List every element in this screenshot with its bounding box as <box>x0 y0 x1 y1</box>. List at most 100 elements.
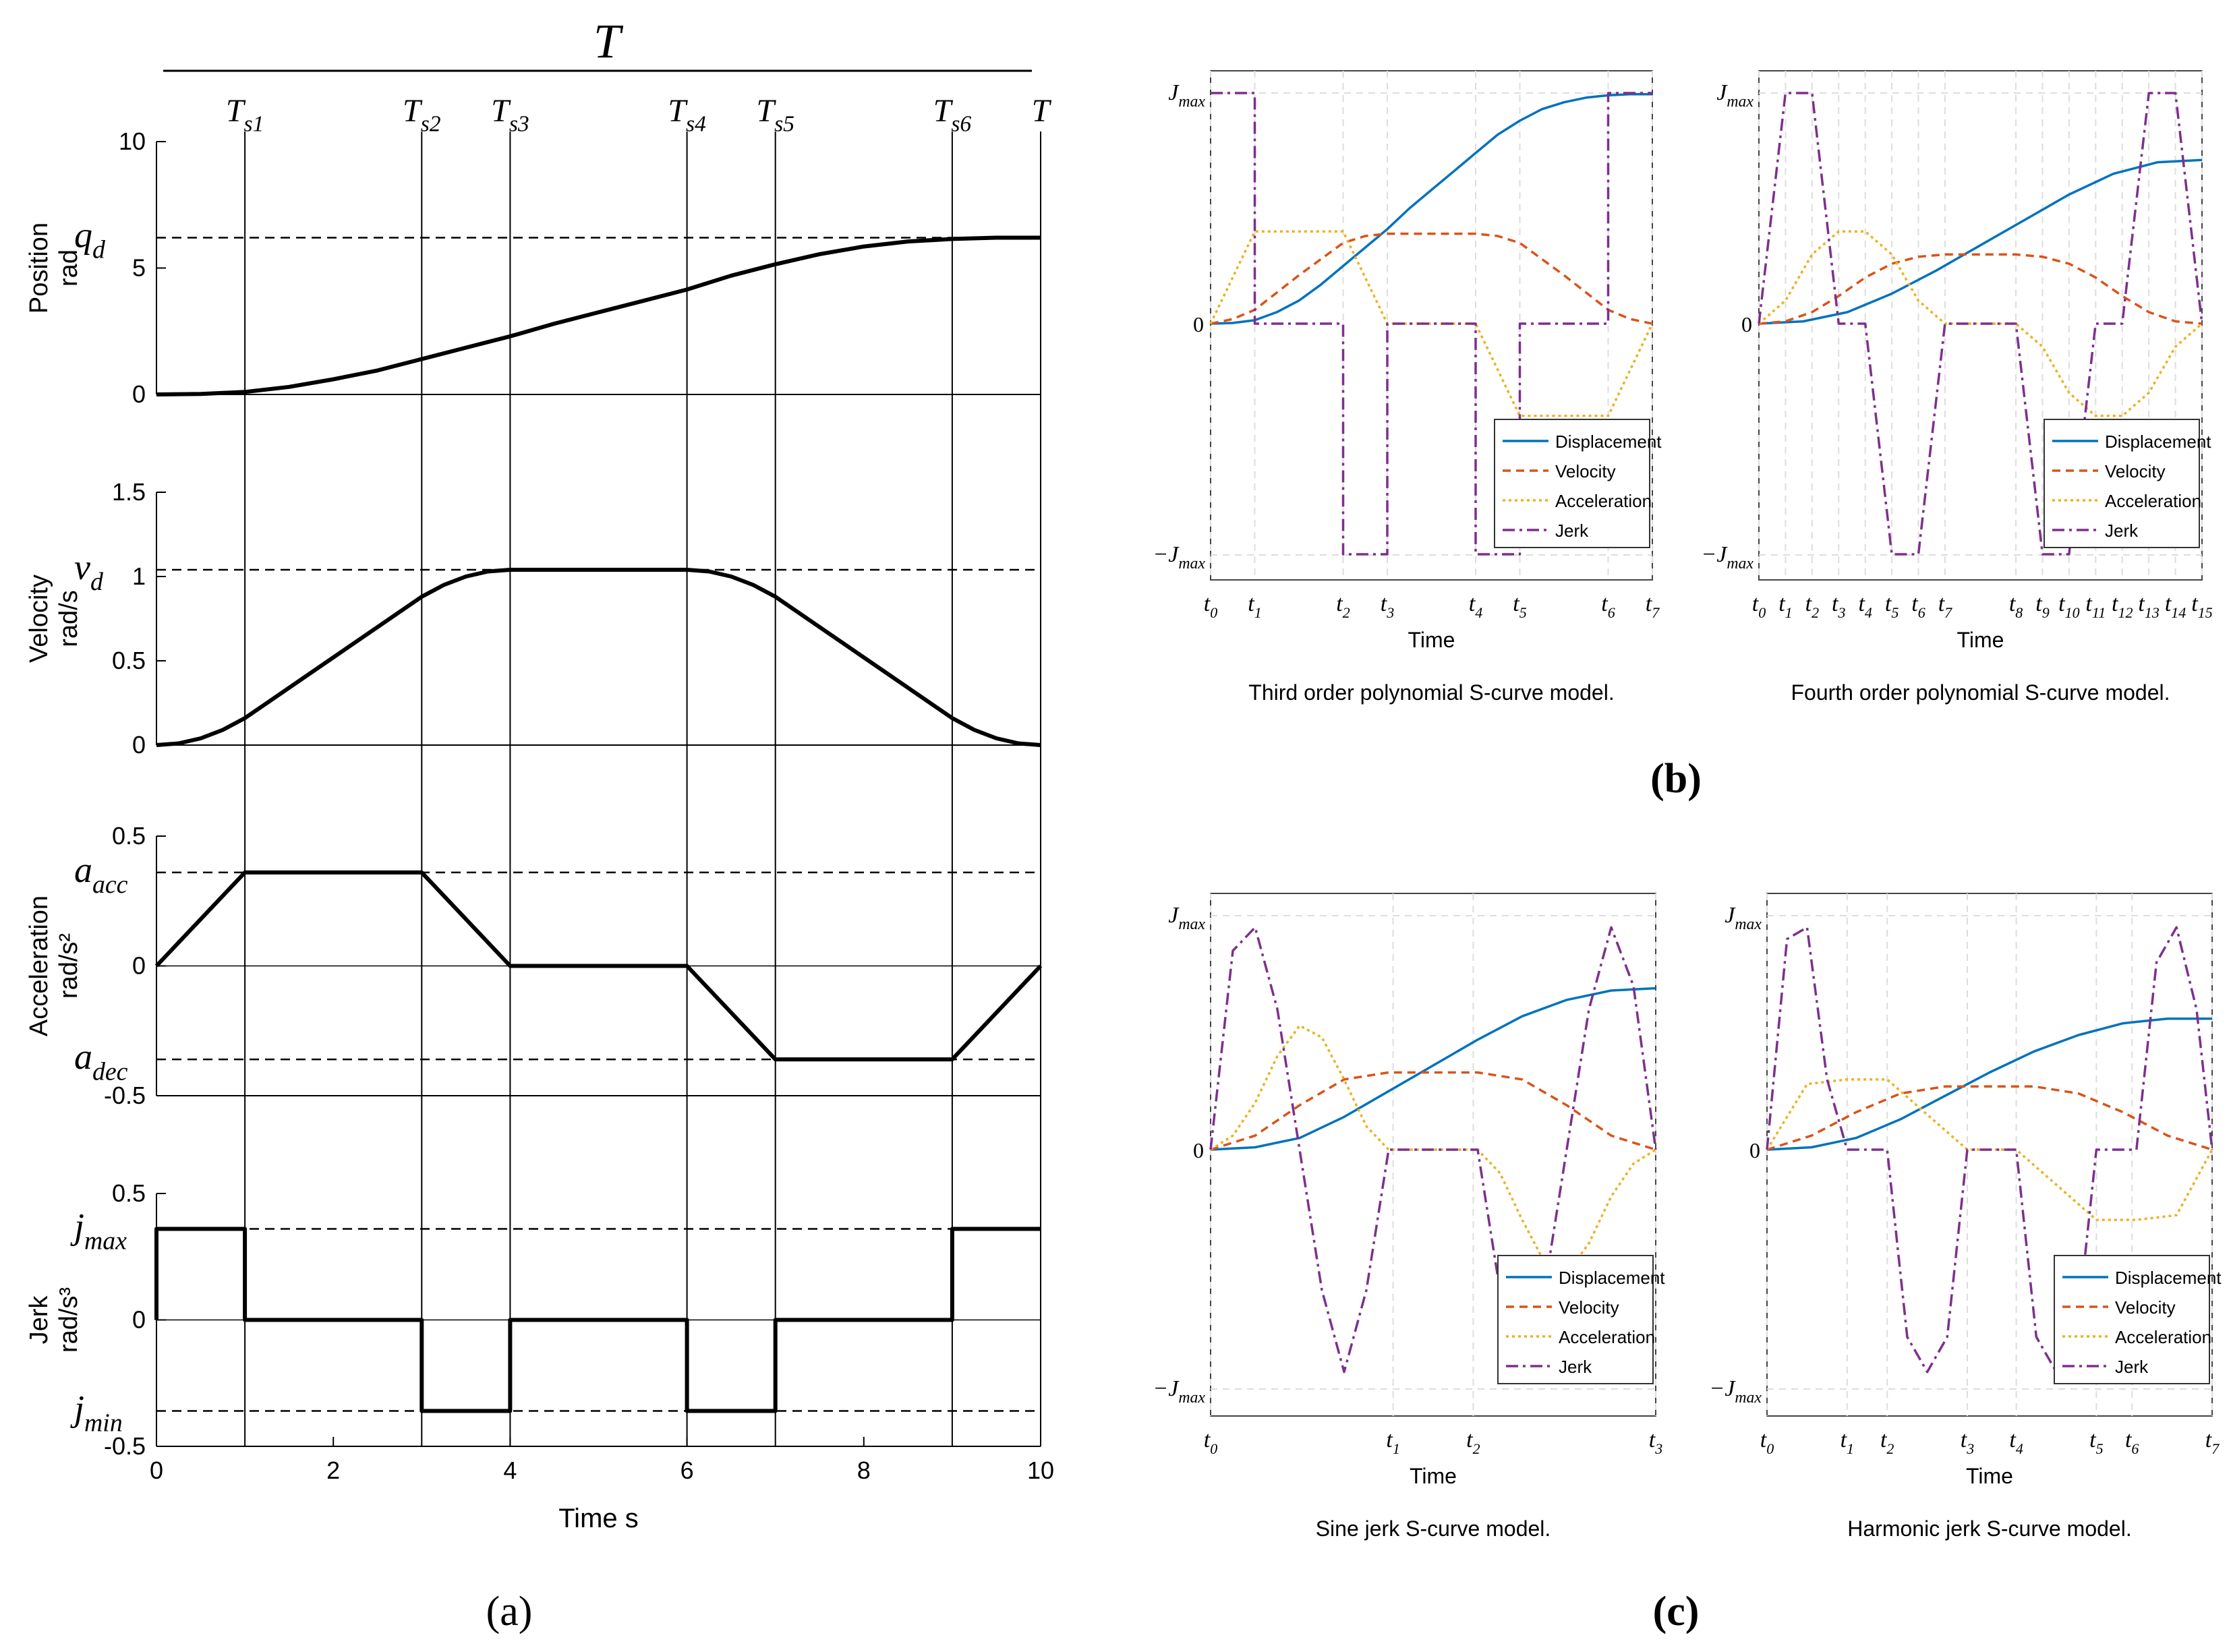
chart-caption: Harmonic jerk S-curve model. <box>1847 1516 2131 1541</box>
switch-time-label: Ts2 <box>403 93 441 136</box>
x-tick-label: t3 <box>1832 591 1845 621</box>
x-tick-label: t5 <box>1885 591 1899 621</box>
y-axis-title: Velocity <box>25 574 53 663</box>
y-axis-unit: rad/s³ <box>55 1287 83 1353</box>
y-axis-title: Jerk <box>25 1295 53 1345</box>
plot-frame <box>1758 70 2203 581</box>
reference-label: vd <box>74 547 103 596</box>
legend-label: Acceleration <box>1559 1327 1655 1347</box>
switch-time-label: Ts6 <box>933 93 972 136</box>
x-tick-label: t15 <box>2191 591 2212 621</box>
y-tick-label: 1 <box>132 562 146 590</box>
x-tick-label: t1 <box>1248 591 1261 621</box>
y-axis-unit: rad <box>55 249 83 287</box>
displacement-curve <box>1210 986 1656 1151</box>
x-tick-label: t1 <box>1386 1427 1399 1457</box>
y-tick-label: 0 <box>1193 1138 1204 1162</box>
y-tick-label: −Jmax <box>1709 1376 1762 1407</box>
x-tick-label: t13 <box>2138 591 2159 621</box>
legend-label: Jerk <box>1555 521 1589 541</box>
displacement-curve <box>1766 1017 2212 1151</box>
x-tick-label: t3 <box>1961 1427 1974 1457</box>
y-tick-label: 10 <box>119 127 146 155</box>
x-tick-label: 8 <box>857 1456 871 1484</box>
x-tick-label: 2 <box>326 1456 340 1484</box>
x-tick-label: t4 <box>1469 591 1482 621</box>
reference-label: jmax <box>70 1206 127 1256</box>
y-tick-label: 0.5 <box>112 647 146 674</box>
acceleration-curve <box>1766 1078 2213 1221</box>
x-tick-label: 4 <box>503 1456 517 1484</box>
x-tick-label: t11 <box>2085 591 2106 621</box>
x-tick-label: 10 <box>1027 1456 1054 1484</box>
x-tick-label: t8 <box>2009 591 2023 621</box>
legend-label: Acceleration <box>1555 491 1652 511</box>
x-tick-label: 6 <box>680 1456 694 1484</box>
legend-label: Jerk <box>2105 521 2139 541</box>
y-tick-label: -0.5 <box>104 1432 146 1460</box>
switch-time-label: Ts3 <box>491 93 529 136</box>
x-axis-title: Time <box>1957 628 2004 652</box>
y-axis-title: Acceleration <box>25 895 53 1036</box>
y-tick-label: 0 <box>132 1306 146 1334</box>
harmonic-jerk-chart: Jmax 0 −Jmax t0 t1 t2 t3 t4 t5 t6 t7 Time Harmonic j… <box>1709 893 2222 1541</box>
acceleration-curve <box>154 870 1043 1062</box>
switch-time-lines: Ts1 Ts2 Ts3 Ts4 Ts5 Ts6 T <box>226 93 1052 1446</box>
legend-label: Velocity <box>2105 461 2166 481</box>
x-tick-label: t2 <box>1805 591 1819 621</box>
y-tick-label: Jmax <box>1716 80 1754 111</box>
velocity-curve <box>1210 232 1653 325</box>
reference-label: adec <box>74 1036 128 1086</box>
acceleration-curve <box>1758 230 2203 417</box>
x-tick-label: t1 <box>1778 591 1792 621</box>
legend-label: Jerk <box>1559 1357 1592 1377</box>
legend-label: Jerk <box>2115 1357 2149 1377</box>
y-tick-label: 0.5 <box>112 822 146 850</box>
switch-time-label: Ts4 <box>668 93 706 136</box>
y-tick-label: 0 <box>132 952 146 980</box>
total-time-label: T <box>593 14 624 68</box>
x-tick-label: t5 <box>1513 591 1526 621</box>
y-tick-label: 0 <box>1741 312 1752 336</box>
y-axis-unit: rad/s² <box>55 933 83 999</box>
jerk-curve <box>1766 926 2213 1374</box>
legend-label: Displacement <box>1555 432 1662 452</box>
y-tick-label: 0 <box>1193 312 1204 336</box>
legend-label: Velocity <box>1555 461 1616 481</box>
velocity-plot: 0 0.5 1 1.5 Velocity rad/svd <box>25 478 1041 759</box>
position-curve <box>156 235 1041 396</box>
x-tick-label: t7 <box>1938 591 1952 621</box>
y-tick-label: 0 <box>132 731 146 759</box>
x-tick-label: t7 <box>1646 591 1660 621</box>
x-tick-label: t6 <box>2125 1427 2139 1457</box>
chart-caption: Sine jerk S-curve model. <box>1316 1516 1551 1541</box>
x-tick-label: t6 <box>1601 591 1615 621</box>
panel-c-label: (c) <box>1653 1589 1700 1634</box>
legend-label: Velocity <box>1559 1297 1619 1318</box>
x-tick-label: t0 <box>1204 591 1217 621</box>
switch-time-label: Ts1 <box>226 93 264 136</box>
velocity-curve <box>156 568 1041 747</box>
velocity-curve <box>1758 253 2203 325</box>
x-axis-title: Time <box>1408 628 1455 652</box>
chart-caption: Fourth order polynomial S-curve model. <box>1791 680 2170 705</box>
x-tick-label: t0 <box>1760 1427 1774 1457</box>
x-tick-label: t3 <box>1381 591 1394 621</box>
sine-jerk-chart: Jmax 0 −Jmax t0 t1 t2 t3 Time Sine jerk S-curve … <box>1153 893 1665 1541</box>
x-tick-label: t0 <box>1204 1427 1217 1457</box>
x-tick-label: t6 <box>1911 591 1925 621</box>
legend-label: Displacement <box>1559 1268 1665 1288</box>
y-tick-label: −Jmax <box>1701 542 1754 572</box>
y-tick-label: −Jmax <box>1153 542 1205 572</box>
chart-caption: Third order polynomial S-curve model. <box>1248 680 1614 705</box>
x-tick-label: t4 <box>1858 591 1872 621</box>
acceleration-curve <box>1209 230 1654 417</box>
y-tick-label: 5 <box>132 254 146 282</box>
x-tick-label: t9 <box>2035 591 2049 621</box>
y-tick-label: Jmax <box>1725 903 1762 933</box>
y-axis-title: Position <box>25 223 53 314</box>
